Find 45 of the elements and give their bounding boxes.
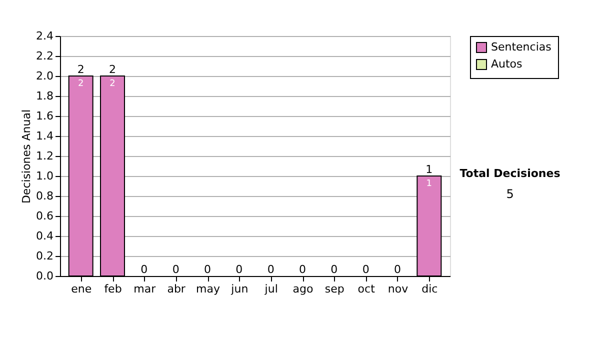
- y-tick-label: 1.4: [36, 130, 54, 142]
- x-tick-label: may: [196, 282, 220, 296]
- x-tick-label: jun: [230, 282, 248, 296]
- y-tick-label: 0.4: [36, 230, 54, 242]
- x-tick-label: feb: [104, 282, 122, 296]
- total-label: 0: [362, 263, 370, 276]
- total-label: 0: [204, 263, 211, 276]
- total-label: 0: [394, 263, 401, 276]
- total-label: 0: [172, 263, 180, 276]
- x-tick-label: mar: [134, 282, 156, 296]
- y-tick-label: 1.8: [36, 90, 54, 102]
- x-tick-label: oct: [358, 282, 376, 296]
- x-tick-label: jul: [264, 282, 278, 296]
- total-label: 0: [330, 263, 338, 276]
- legend-label: Sentencias: [491, 40, 552, 54]
- y-tick-label: 0.6: [36, 210, 54, 222]
- total-label: 0: [140, 263, 148, 276]
- text: 5: [506, 187, 514, 201]
- total-label: 2: [77, 63, 84, 76]
- total-label: 2: [109, 63, 116, 76]
- y-tick-label: 2.4: [36, 30, 54, 42]
- y-tick-label: 0.0: [36, 270, 54, 282]
- x-tick-label: abr: [167, 282, 186, 296]
- legend-label: Autos: [491, 58, 523, 70]
- text: Total Decisiones: [460, 167, 561, 180]
- data-label: 2: [110, 79, 116, 89]
- y-tick-label: 1.2: [36, 150, 54, 162]
- x-tick-label: ago: [292, 282, 314, 296]
- x-tick-label: dic: [422, 282, 438, 296]
- x-tick-label: sep: [324, 282, 344, 296]
- y-tick-label: 2.0: [36, 70, 54, 82]
- data-label: 1: [426, 179, 432, 189]
- total-label: 0: [236, 263, 243, 276]
- x-tick-label: ene: [71, 282, 92, 296]
- total-label: 1: [426, 163, 433, 176]
- y-tick-label: 1.6: [36, 110, 54, 122]
- y-tick-label: 1.0: [36, 170, 54, 182]
- y-tick-label: 0.8: [36, 190, 54, 202]
- total-label: 0: [299, 263, 306, 276]
- x-tick-label: nov: [388, 282, 409, 296]
- y-axis-title: Decisiones Anual: [20, 109, 34, 204]
- y-tick-label: 2.2: [36, 50, 54, 62]
- y-tick-label: 0.2: [36, 250, 54, 262]
- data-label: 2: [78, 79, 84, 89]
- total-label: 0: [267, 263, 274, 276]
